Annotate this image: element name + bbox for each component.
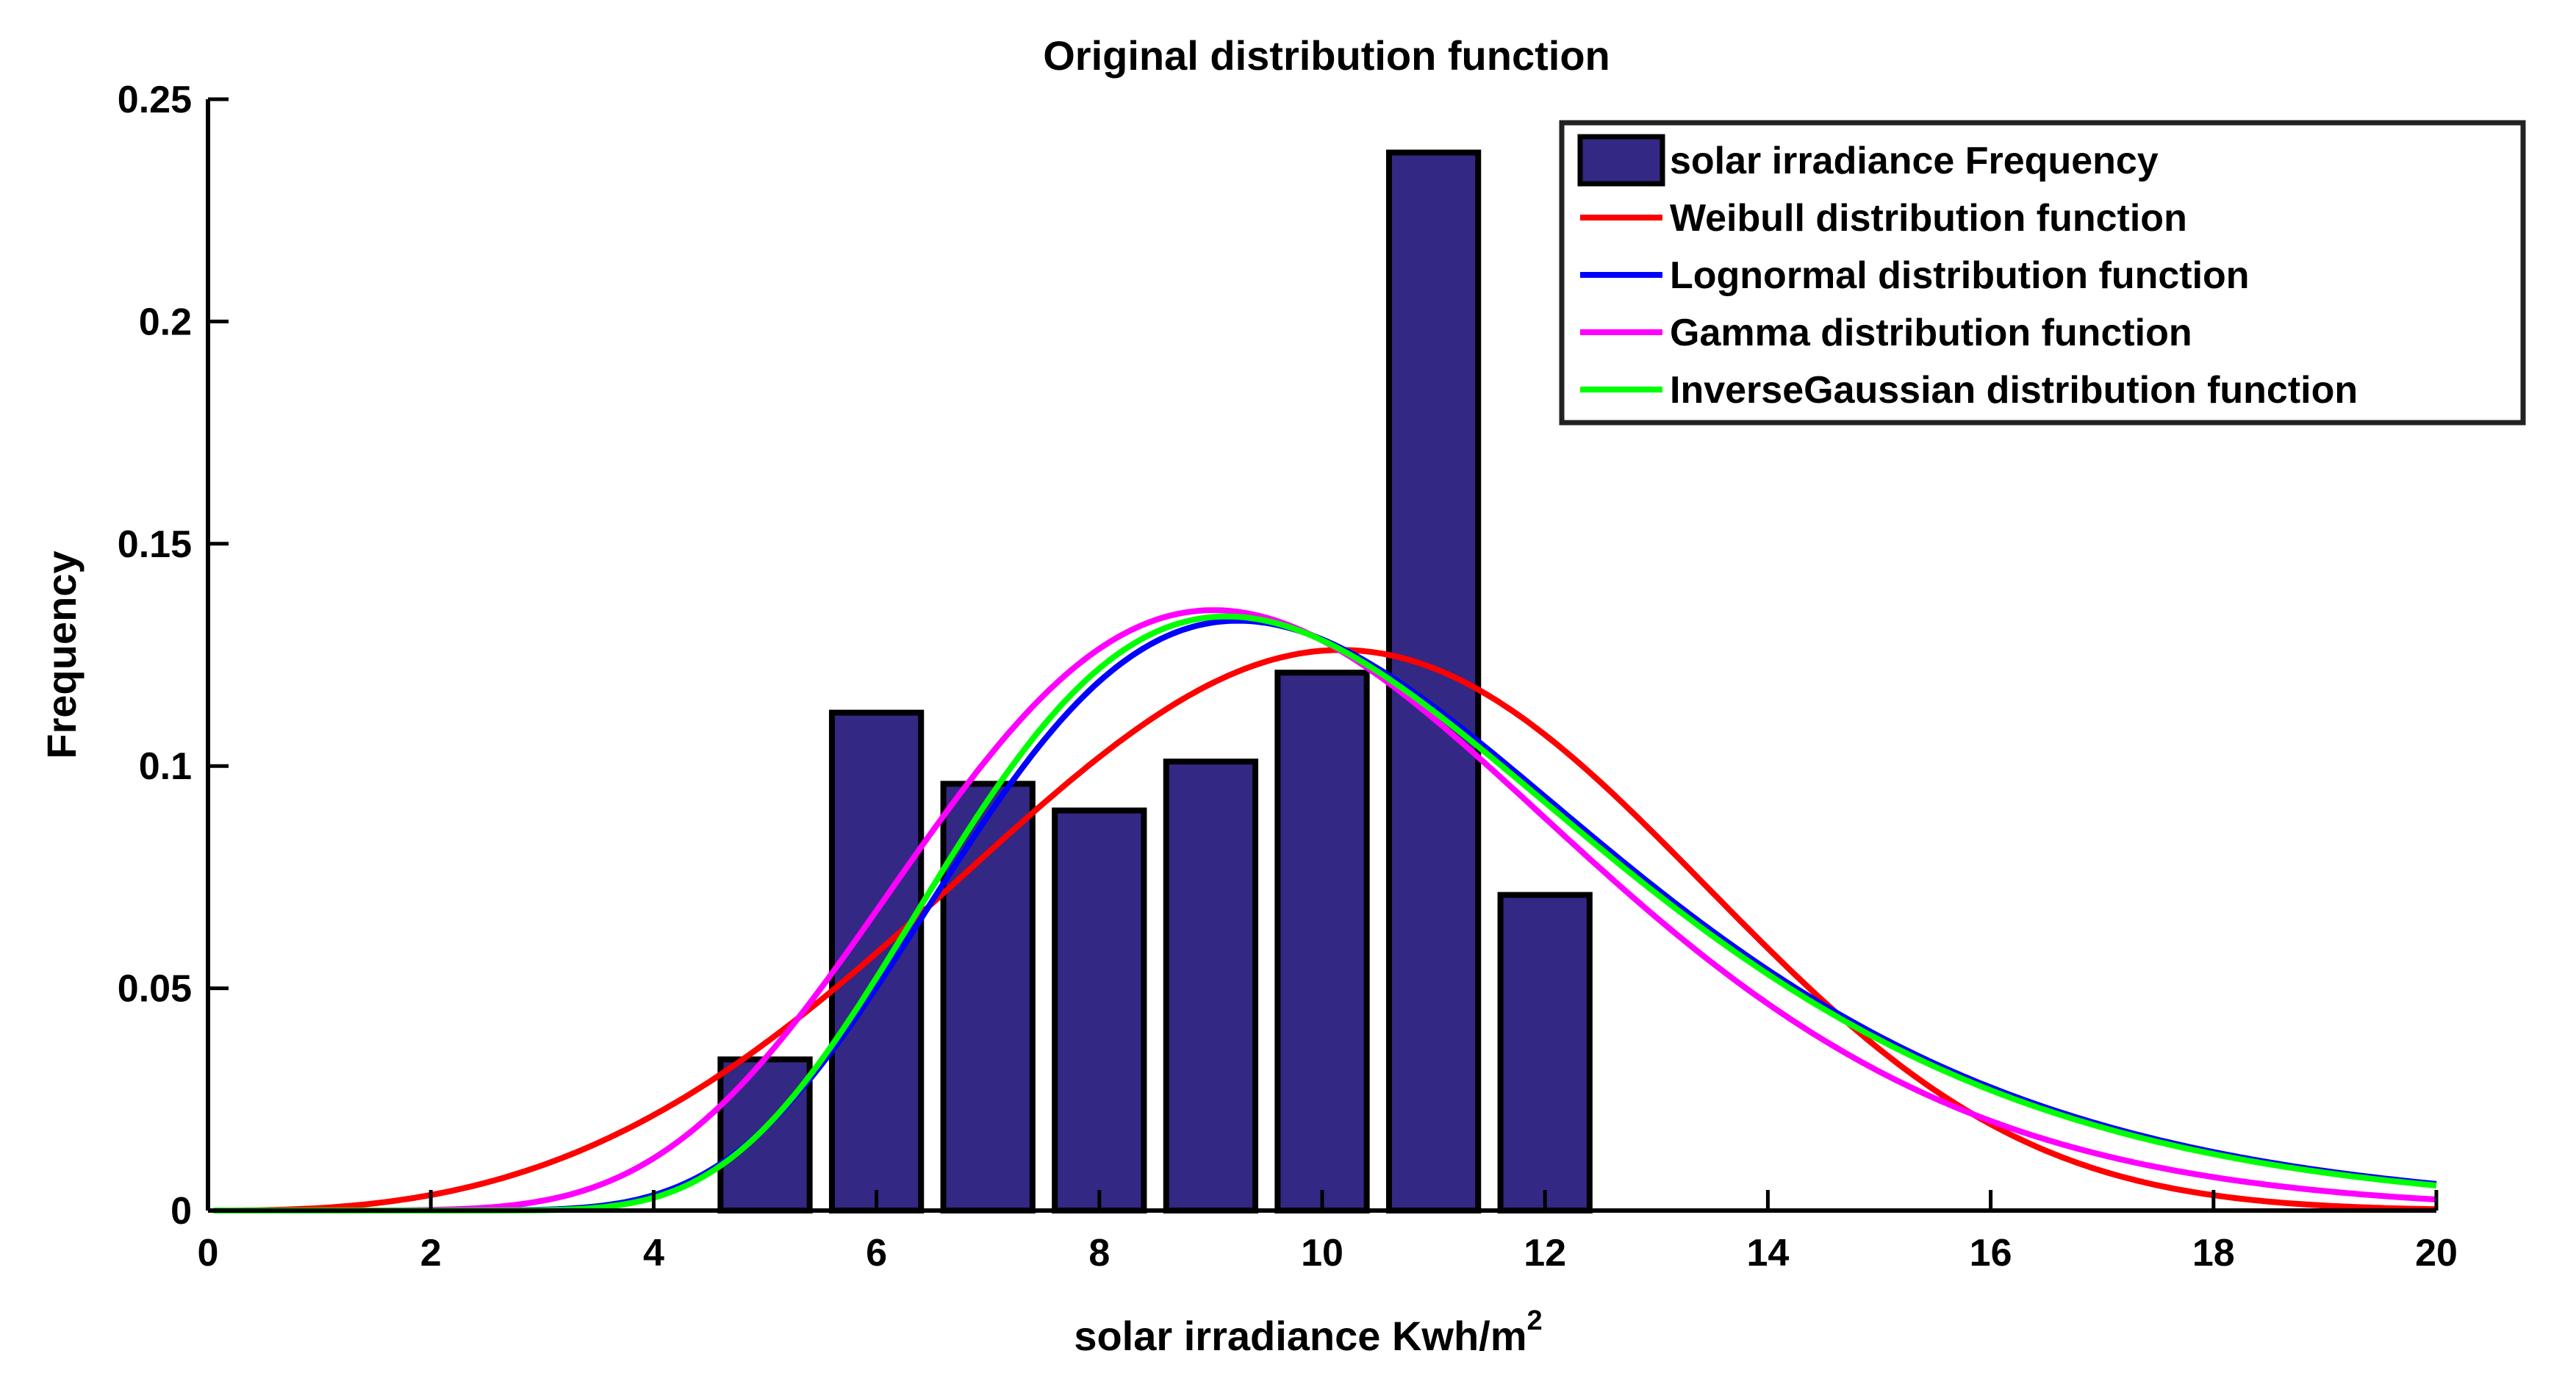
histogram-bar — [1052, 807, 1147, 1214]
y-tick-label: 0.2 — [139, 301, 192, 343]
y-ticks: 0 0.05 0.1 0.15 0.2 0.25 — [118, 79, 229, 1233]
legend-label: InverseGaussian distribution function — [1670, 369, 2358, 412]
histogram-bar — [1163, 759, 1259, 1213]
x-tick-label: 2 — [420, 1232, 442, 1274]
histogram-bar — [1274, 670, 1370, 1213]
legend-box — [1559, 120, 2526, 426]
x-axis-title: solar irradiance Kwh/m2 — [1074, 1305, 1542, 1359]
y-tick-label: 0.05 — [118, 968, 192, 1011]
legend: solar irradiance Frequency Weibull distri… — [1559, 120, 2526, 426]
y-tick-label: 0.1 — [139, 745, 192, 788]
histogram-bar — [717, 1056, 813, 1214]
x-tick-label: 12 — [1524, 1232, 1566, 1274]
x-tick-label: 16 — [1970, 1232, 2012, 1274]
legend-label: solar irradiance Frequency — [1670, 140, 2159, 182]
y-axis-title: Frequency — [38, 551, 85, 759]
series-line — [213, 647, 2437, 1213]
legend-label: Gamma distribution function — [1670, 312, 2192, 354]
histogram-bar — [828, 709, 925, 1213]
chart-title: Original distribution function — [1043, 32, 1610, 79]
legend-label: Lognormal distribution function — [1670, 254, 2250, 297]
y-tick-label: 0.25 — [118, 79, 192, 121]
x-tick-label: 18 — [2192, 1232, 2235, 1274]
legend-swatch-bar — [1577, 134, 1665, 187]
legend-label: Weibull distribution function — [1670, 197, 2187, 240]
x-ticks: 0 2 4 6 8 10 12 14 16 18 20 — [198, 1190, 2458, 1274]
histogram-bar — [1497, 892, 1593, 1214]
legend-items: solar irradiance Frequency Weibull distri… — [1577, 134, 2358, 412]
x-axis-title-superscript: 2 — [1527, 1305, 1543, 1336]
x-tick-label: 10 — [1301, 1232, 1343, 1274]
x-tick-label: 4 — [643, 1232, 664, 1274]
x-tick-label: 8 — [1088, 1232, 1110, 1274]
x-axis-title-text: solar irradiance Kwh/m — [1074, 1313, 1526, 1359]
x-tick-label: 14 — [1746, 1232, 1789, 1274]
x-tick-label: 20 — [2415, 1232, 2458, 1274]
y-tick-label: 0 — [171, 1190, 192, 1233]
x-tick-label: 6 — [866, 1232, 887, 1274]
y-tick-label: 0.15 — [118, 523, 192, 566]
x-tick-label: 0 — [198, 1232, 219, 1274]
